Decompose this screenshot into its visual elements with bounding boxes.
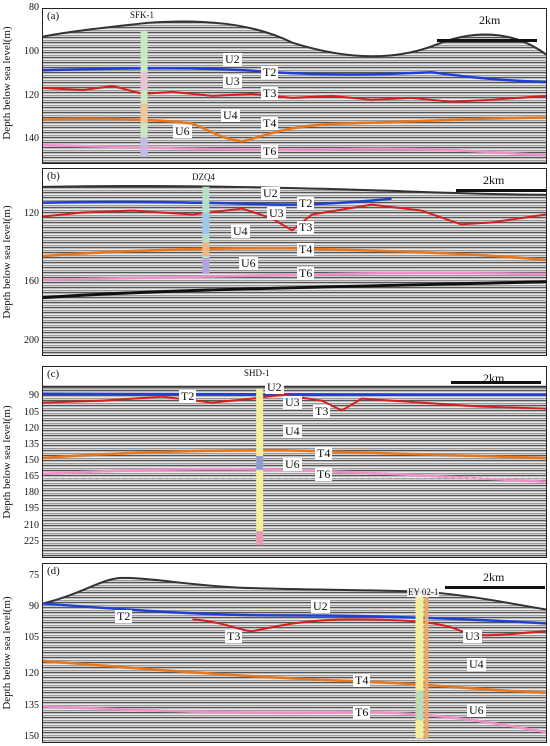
scale-bar-a — [437, 39, 537, 42]
scale-bar-c — [451, 381, 541, 384]
scale-bar-b — [456, 189, 546, 192]
y-axis-title-a: Depth below sea level(m) — [1, 25, 13, 140]
y-axis-title-c: Depth below sea level(m) — [1, 405, 13, 519]
horizon-label-c-t6: T6 — [315, 467, 333, 481]
unit-label-d-u6: U6 — [467, 703, 486, 717]
seismic-panel-c: (c) SHD-1 2km U2 T2 U3 T3 U4 T4 U6 T6 — [42, 366, 547, 558]
y-tick-d-5: 150 — [24, 731, 39, 742]
y-tick-c-7: 195 — [24, 503, 39, 514]
unit-label-d-u2: U2 — [311, 599, 330, 613]
seismic-profile-d — [43, 564, 546, 739]
horizon-label-a-t3: T3 — [261, 86, 279, 100]
y-tick-c-3: 135 — [24, 439, 39, 450]
y-tick-d-4: 135 — [24, 700, 39, 711]
y-tick-a-1: 100 — [24, 46, 39, 57]
panel-label-b: (b) — [46, 170, 61, 182]
y-tick-d-3: 120 — [24, 668, 39, 679]
scale-bar-d — [445, 586, 545, 589]
horizon-label-c-t4: T4 — [315, 446, 333, 460]
well-label-dzq4: DZQ4 — [191, 172, 216, 182]
unit-label-d-u3: U3 — [463, 629, 482, 643]
y-tick-a-0: 80 — [29, 2, 39, 13]
y-tick-c-0: 90 — [29, 390, 39, 401]
y-tick-c-9: 225 — [24, 536, 39, 547]
horizon-label-b-t4: T4 — [297, 242, 315, 256]
horizon-label-d-t3: T3 — [225, 629, 243, 643]
horizon-label-a-t2: T2 — [261, 65, 279, 79]
y-tick-c-8: 210 — [24, 520, 39, 531]
horizon-label-b-t2: T2 — [297, 196, 315, 210]
well-label-sfk1: SFK-1 — [129, 10, 156, 20]
horizon-label-b-t6: T6 — [297, 266, 315, 280]
y-tick-c-4: 150 — [24, 455, 39, 466]
scale-label-d: 2km — [483, 570, 505, 584]
seismic-panel-d: (d) EY 02-1 2km U2 T2 T3 U3 U4 T4 T6 U6 — [42, 563, 547, 743]
well-label-shd1: SHD-1 — [243, 368, 271, 378]
unit-label-d-u4: U4 — [467, 657, 486, 671]
y-axis-title-b: Depth below sea level(m) — [1, 205, 13, 319]
unit-label-c-u6: U6 — [283, 457, 302, 471]
y-tick-c-6: 180 — [24, 487, 39, 498]
seismic-profile-a — [43, 9, 546, 158]
unit-label-a-u2: U2 — [223, 52, 242, 66]
y-tick-b-0: 120 — [24, 208, 39, 219]
unit-label-a-u4: U4 — [221, 108, 240, 122]
unit-label-b-u2: U2 — [261, 186, 280, 200]
horizon-label-b-t3: T3 — [297, 220, 315, 234]
seismic-panel-a: (a) SFK-1 2km U2 T2 U3 T3 U4 T4 U6 T6 — [42, 8, 547, 164]
scale-label-a: 2km — [479, 13, 501, 27]
seismic-profile-c — [43, 367, 546, 546]
y-tick-b-1: 160 — [24, 276, 39, 287]
y-tick-c-5: 165 — [24, 471, 39, 482]
seismic-panel-b: (b) DZQ4 2km U2 T2 U3 T3 U4 T4 U6 T6 — [42, 168, 547, 356]
panel-label-a: (a) — [46, 10, 61, 22]
y-tick-a-3: 140 — [24, 133, 39, 144]
horizon-label-d-t4: T4 — [353, 673, 371, 687]
unit-label-a-u6: U6 — [173, 124, 192, 138]
unit-label-c-u4: U4 — [283, 424, 302, 438]
horizon-label-c-t3: T3 — [313, 404, 331, 418]
horizon-label-d-t2: T2 — [115, 609, 133, 623]
unit-label-a-u3: U3 — [223, 74, 242, 88]
y-tick-d-0: 75 — [29, 570, 39, 581]
y-tick-c-1: 105 — [24, 407, 39, 418]
unit-label-b-u3: U3 — [267, 206, 286, 220]
unit-label-c-u2: U2 — [265, 380, 284, 394]
well-label-ey02-1: EY 02-1 — [407, 587, 440, 597]
unit-label-c-u3: U3 — [283, 395, 302, 409]
horizon-label-d-t6: T6 — [353, 705, 371, 719]
scale-label-b: 2km — [483, 173, 505, 187]
y-tick-b-2: 200 — [24, 335, 39, 346]
y-tick-d-1: 90 — [29, 601, 39, 612]
unit-label-b-u4: U4 — [231, 224, 250, 238]
panel-label-d: (d) — [46, 565, 61, 577]
panel-label-c: (c) — [46, 368, 61, 380]
y-tick-d-2: 105 — [24, 632, 39, 643]
y-tick-c-2: 120 — [24, 423, 39, 434]
y-tick-a-2: 120 — [24, 90, 39, 101]
horizon-label-c-t2: T2 — [179, 389, 197, 403]
horizon-label-a-t4: T4 — [261, 116, 279, 130]
y-axis-title-d: Depth below sea level(m) — [1, 596, 13, 710]
unit-label-b-u6: U6 — [239, 256, 258, 270]
horizon-label-a-t6: T6 — [261, 144, 279, 158]
seismic-profile-b — [43, 169, 546, 300]
